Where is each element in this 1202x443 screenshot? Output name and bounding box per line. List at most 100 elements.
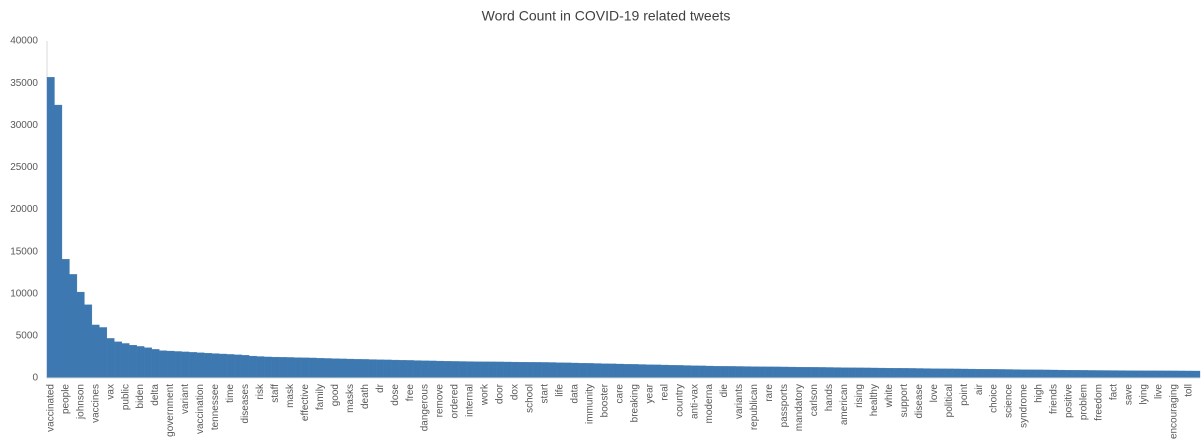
x-tick-label: delta — [150, 384, 161, 406]
x-tick-label: death — [360, 384, 371, 409]
bar — [1162, 370, 1171, 379]
x-tick-label: vaccinated — [45, 384, 56, 432]
x-tick-label: life — [555, 384, 566, 397]
bar — [518, 362, 527, 379]
bar — [660, 364, 669, 379]
bar — [346, 358, 355, 379]
bar — [421, 360, 429, 379]
bar — [548, 362, 557, 379]
bar — [263, 356, 272, 379]
bar — [99, 327, 108, 379]
bar — [443, 361, 452, 379]
x-tick-label: real — [659, 384, 670, 401]
bar — [765, 366, 774, 379]
x-tick-label: biden — [135, 384, 146, 408]
bar — [436, 360, 444, 379]
x-tick-label: work — [480, 383, 491, 406]
bar — [241, 355, 250, 379]
bar — [563, 362, 572, 379]
x-tick-label: dr — [375, 383, 386, 393]
bar — [46, 77, 55, 379]
bar — [496, 361, 504, 379]
bar — [1012, 369, 1021, 379]
x-tick-label: school — [525, 384, 536, 413]
bar — [353, 359, 362, 379]
bar — [623, 364, 632, 379]
bar — [1087, 370, 1096, 379]
x-tick-label: moderna — [704, 384, 715, 424]
bar — [840, 367, 849, 379]
x-tick-label: healthy — [869, 384, 880, 416]
x-tick-label: data — [569, 384, 580, 404]
x-tick-label: encouraging — [1168, 384, 1179, 439]
bar — [1027, 369, 1036, 379]
x-tick-label: dangerous — [420, 384, 431, 431]
bar — [885, 367, 894, 379]
bar — [69, 274, 78, 379]
bar — [1072, 370, 1081, 379]
bar — [945, 368, 954, 379]
bar — [585, 363, 594, 379]
bar — [720, 366, 729, 379]
bar — [488, 361, 497, 379]
bar — [847, 367, 856, 379]
bar — [818, 367, 826, 379]
bar — [391, 359, 400, 379]
x-tick-label: variant — [180, 384, 191, 414]
bar — [286, 357, 295, 379]
x-tick-label: variants — [734, 384, 745, 419]
x-tick-label: republican — [749, 384, 760, 430]
x-tick-label: family — [315, 384, 326, 410]
x-tick-label: die — [719, 384, 730, 398]
bar — [1154, 370, 1163, 379]
bar — [428, 360, 437, 379]
x-tick-label: support — [899, 384, 910, 418]
bar — [1005, 369, 1013, 379]
bar — [159, 350, 167, 379]
x-tick-label: political — [944, 384, 955, 417]
bar — [331, 358, 340, 379]
bar — [937, 368, 946, 379]
x-tick-label: government — [165, 384, 176, 437]
bar — [234, 354, 242, 379]
x-tick-label: start — [540, 384, 551, 404]
x-tick-label: air — [974, 383, 985, 395]
bar — [503, 361, 512, 379]
x-tick-label: love — [929, 384, 940, 403]
bar — [997, 369, 1006, 379]
bar — [1080, 370, 1088, 379]
bar — [511, 361, 519, 379]
bar — [84, 304, 93, 379]
bar — [653, 364, 662, 379]
x-tick-label: time — [225, 384, 236, 403]
x-tick-label: tennessee — [210, 384, 221, 431]
bar — [907, 368, 916, 379]
x-tick-label: booster — [599, 383, 610, 417]
x-tick-label: country — [674, 384, 685, 417]
bar — [376, 359, 385, 379]
bar — [645, 364, 654, 379]
x-tick-label: door — [495, 383, 506, 404]
bar — [1139, 370, 1148, 379]
y-tick-label: 0 — [32, 373, 38, 384]
bar — [174, 351, 182, 379]
bar — [773, 366, 781, 379]
x-tick-label: lying — [1138, 384, 1149, 405]
bar — [151, 349, 160, 379]
bar — [219, 353, 227, 379]
bar — [788, 366, 796, 379]
bar — [780, 366, 789, 379]
bar — [728, 366, 736, 379]
y-tick-label: 30000 — [10, 120, 38, 131]
bar — [1102, 370, 1111, 379]
x-tick-label: immunity — [584, 384, 595, 424]
x-tick-label: effective — [300, 384, 311, 421]
bar — [750, 366, 759, 379]
bar — [713, 366, 721, 379]
bar — [54, 104, 63, 379]
bar — [1050, 369, 1058, 379]
bar — [293, 357, 302, 379]
bar — [743, 366, 751, 379]
bar — [1177, 370, 1186, 379]
x-tick-label: american — [839, 384, 850, 425]
